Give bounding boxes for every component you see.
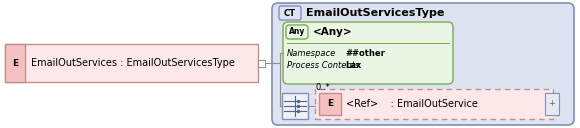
Text: CT: CT (284, 8, 296, 18)
Text: +: + (549, 99, 556, 109)
Bar (282, 93, 308, 119)
Text: <Ref>    : EmailOutService: <Ref> : EmailOutService (346, 99, 478, 109)
Bar (545, 93, 559, 115)
Bar (5, 44, 258, 82)
Text: Process Contents: Process Contents (287, 61, 359, 71)
Text: 0..*: 0..* (315, 83, 330, 93)
FancyBboxPatch shape (279, 6, 301, 20)
Text: E: E (12, 58, 18, 67)
FancyBboxPatch shape (272, 3, 574, 125)
Text: Namespace: Namespace (287, 49, 336, 57)
Bar (5, 44, 25, 82)
Text: EmailOutServicesType: EmailOutServicesType (306, 8, 444, 18)
FancyBboxPatch shape (283, 22, 453, 84)
Bar (319, 93, 341, 115)
Bar (258, 60, 265, 67)
Bar (315, 89, 553, 119)
Text: Lax: Lax (345, 61, 361, 71)
Text: EmailOutServices : EmailOutServicesType: EmailOutServices : EmailOutServicesType (31, 58, 235, 68)
FancyBboxPatch shape (286, 25, 308, 39)
Text: ##other: ##other (345, 49, 385, 57)
Text: <Any>: <Any> (313, 27, 353, 37)
Text: E: E (327, 99, 333, 109)
Text: Any: Any (289, 28, 305, 36)
